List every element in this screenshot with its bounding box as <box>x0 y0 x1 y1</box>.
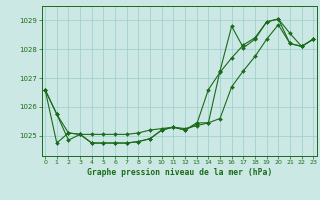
X-axis label: Graphe pression niveau de la mer (hPa): Graphe pression niveau de la mer (hPa) <box>87 168 272 177</box>
